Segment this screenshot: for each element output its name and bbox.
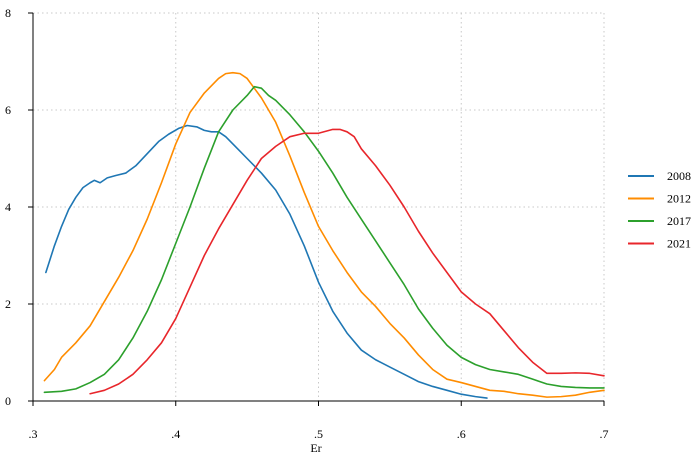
legend-label-2021: 2021 [667, 237, 691, 251]
y-tick-label: 4 [5, 200, 11, 214]
y-tick-label: 6 [5, 103, 11, 117]
axes-layer: .3 .4 .5 .6 .7 0 2 4 6 8 [5, 6, 609, 441]
legend-label-2017: 2017 [667, 214, 691, 228]
y-tick-label: 2 [5, 297, 11, 311]
legend-label-2008: 2008 [667, 169, 691, 183]
x-tick-label: .3 [29, 427, 38, 441]
series-line-2017 [43, 85, 605, 394]
x-tick-label: .5 [314, 427, 323, 441]
y-tick-label: 0 [5, 394, 11, 408]
grid-layer [33, 12, 605, 401]
x-tick-label: .7 [600, 427, 609, 441]
legend-label-2012: 2012 [667, 192, 691, 206]
series-line-2021 [89, 128, 605, 395]
x-tick-label: .6 [457, 427, 466, 441]
x-tick-label: .4 [171, 427, 180, 441]
x-axis-title: Er [310, 441, 321, 455]
y-tick-label: 8 [5, 6, 11, 20]
series-line-2012 [43, 71, 605, 398]
legend: 2008 2012 2017 2021 [628, 169, 691, 251]
series-layer [43, 71, 605, 399]
